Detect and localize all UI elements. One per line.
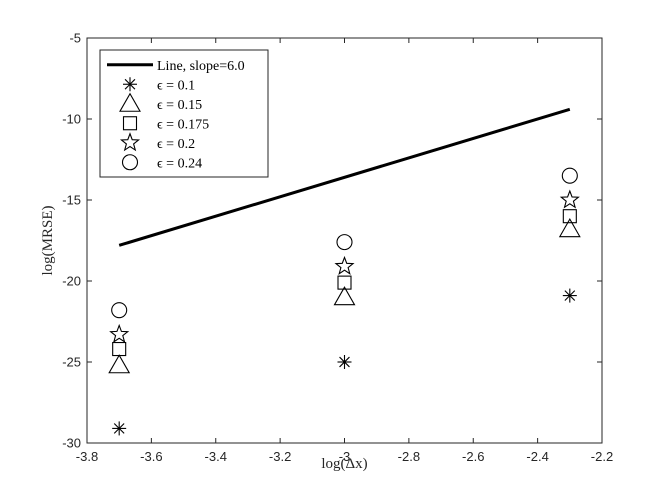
- data-point-asterisk: [337, 355, 352, 369]
- data-point-triangle: [558, 218, 581, 238]
- legend-entry: ϵ = 0.15: [157, 98, 202, 113]
- legend-entry: ϵ = 0.24: [157, 156, 202, 171]
- data-point-circle: [561, 167, 578, 184]
- x-tick-label: -2.4: [526, 449, 548, 464]
- data-point-circle: [336, 234, 353, 251]
- legend-marker-star: [119, 132, 141, 152]
- data-point-square: [562, 209, 577, 224]
- data-point-star: [109, 323, 130, 344]
- data-point-triangle: [333, 286, 356, 306]
- y-tick-label: -20: [62, 274, 81, 289]
- y-tick-label: -5: [69, 31, 81, 46]
- data-marks: [108, 107, 581, 436]
- data-point-asterisk: [112, 421, 127, 436]
- x-tick-label: -3.6: [140, 449, 162, 464]
- legend-entry: ϵ = 0.2: [157, 137, 195, 152]
- legend-marker-triangle: [119, 92, 141, 112]
- y-tick-label: -30: [62, 436, 81, 451]
- x-tick-label: -3.8: [76, 449, 98, 464]
- legend-box: [99, 49, 269, 178]
- data-point-circle: [111, 302, 128, 319]
- x-tick-label: -3: [339, 449, 351, 464]
- x-tick-label: -2.8: [398, 449, 420, 464]
- legend-marker-asterisk: [123, 77, 137, 92]
- data-point-star: [334, 255, 355, 275]
- data-point-square: [112, 341, 127, 357]
- y-tick-label: -10: [62, 112, 81, 127]
- x-tick-label: -3.4: [205, 449, 227, 464]
- x-tick-label: -3.2: [269, 449, 291, 464]
- data-point-triangle: [108, 354, 131, 374]
- ticks: -3.8 -3.6 -3.4 -3.2 -3 -2.8 -2.6 -2.4 -2.2 -5 -10 -…: [62, 31, 613, 465]
- reference-line: [118, 107, 571, 247]
- x-axis-label: log(Δx): [321, 456, 367, 472]
- y-axis-label: log(MRSE): [40, 205, 56, 275]
- x-tick-label: -2.6: [462, 449, 484, 464]
- x-tick-label: -2.2: [591, 449, 613, 464]
- y-tick-label: -15: [62, 193, 81, 208]
- legend-entry: Line, slope=6.0: [157, 59, 245, 74]
- data-point-square: [337, 275, 352, 290]
- legend: Line, slope=6.0 ϵ = 0.1 ϵ = 0.15 ϵ = 0.175 ϵ…: [99, 49, 269, 178]
- data-point-asterisk: [562, 288, 577, 303]
- y-tick-label: -25: [62, 355, 81, 370]
- legend-marker-square: [122, 116, 138, 131]
- legend-entry: ϵ = 0.1: [157, 78, 195, 93]
- data-point-star: [559, 189, 580, 209]
- legend-entry: ϵ = 0.175: [157, 117, 209, 132]
- legend-marker-circle: [121, 154, 139, 171]
